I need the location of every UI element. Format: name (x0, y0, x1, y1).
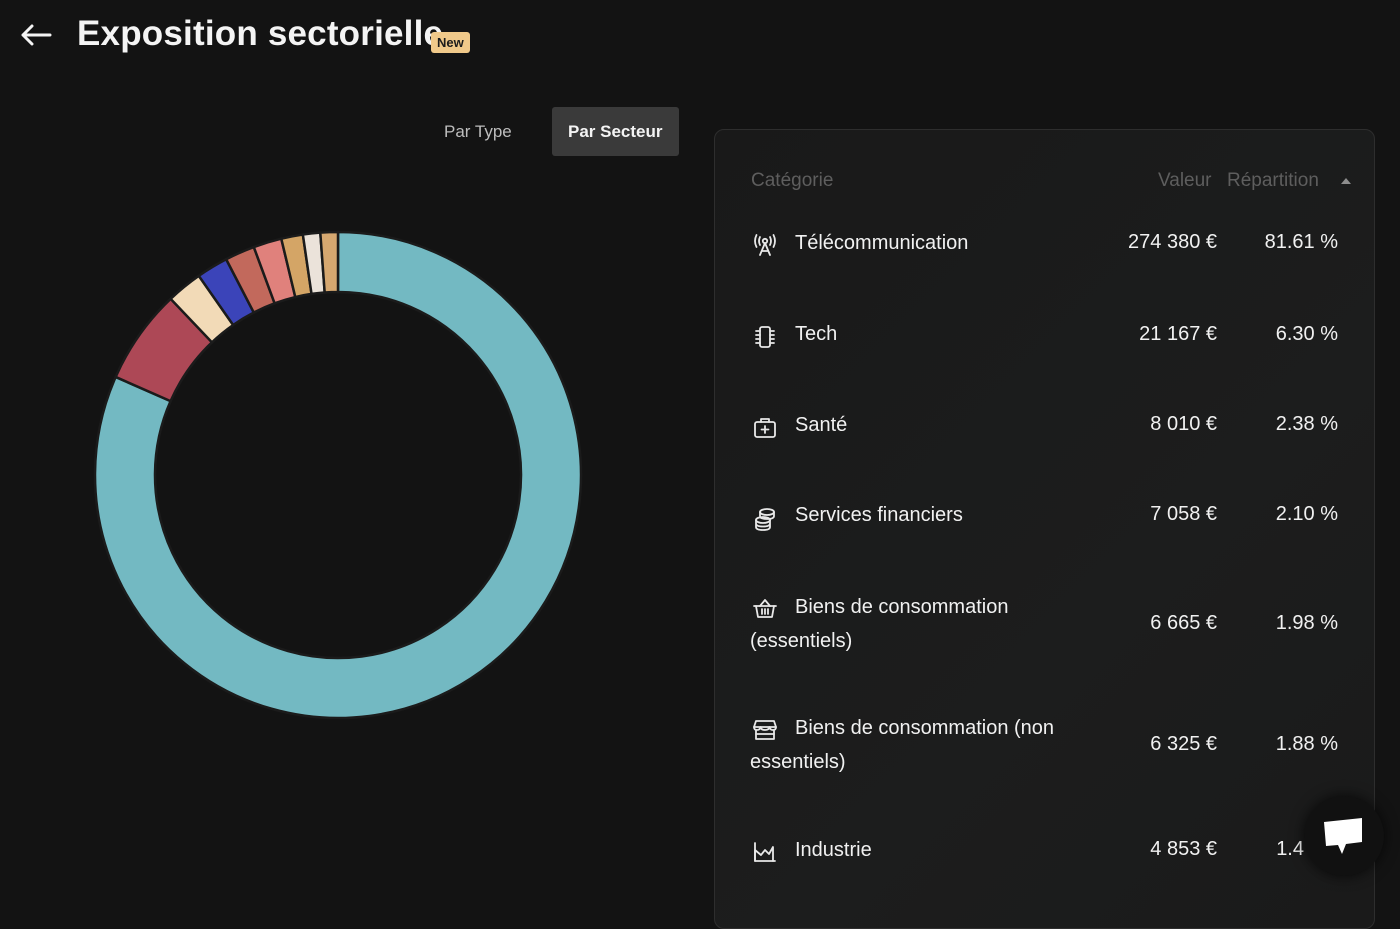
row-label: Services financiers (795, 504, 963, 526)
row-value: 7 058 € (1150, 503, 1217, 525)
row-label: Tech (795, 323, 838, 345)
sort-ascending-icon[interactable] (1341, 178, 1351, 184)
table-header: Catégorie Valeur Répartition (715, 166, 1374, 198)
header-share[interactable]: Répartition (1227, 170, 1319, 191)
row-value: 6 325 € (1150, 733, 1217, 755)
storefront-icon (752, 717, 778, 743)
coins-stack-icon (752, 506, 778, 532)
donut-slice[interactable] (318, 230, 340, 294)
row-share: 1.4 (1276, 838, 1304, 860)
row-share: 1.98 % (1275, 612, 1338, 634)
row-label: Industrie (795, 839, 872, 861)
row-label: Télécommunication (795, 232, 969, 254)
sector-table-panel: Catégorie Valeur Répartition Télécommuni… (714, 129, 1375, 929)
view-toggle: Par Type Par Secteur (420, 107, 679, 156)
antenna-icon (752, 232, 778, 258)
back-arrow-icon[interactable] (18, 19, 54, 51)
row-value: 6 665 € (1150, 612, 1217, 634)
new-badge: New (431, 32, 470, 53)
factory-icon (752, 839, 778, 865)
row-value: 8 010 € (1150, 413, 1217, 435)
chat-button[interactable] (1304, 796, 1384, 876)
basket-icon (752, 596, 778, 622)
row-value: 21 167 € (1139, 323, 1217, 345)
row-share: 1.88 % (1275, 733, 1338, 755)
page-header: Exposition sectorielle New (0, 0, 1400, 80)
page-title: Exposition sectorielle (77, 14, 444, 53)
toggle-par-secteur[interactable]: Par Secteur (551, 107, 679, 156)
row-share: 2.10 % (1275, 503, 1338, 525)
row-share: 6.30 % (1275, 323, 1338, 345)
row-share: 81.61 % (1264, 231, 1338, 253)
row-label: Biens de consommation (essentiels) (750, 596, 1009, 652)
header-category[interactable]: Catégorie (751, 170, 834, 191)
donut-slice[interactable] (93, 230, 583, 720)
sector-donut-chart (80, 214, 596, 730)
row-value: 4 853 € (1150, 838, 1217, 860)
row-value: 274 380 € (1128, 231, 1217, 253)
toggle-par-type[interactable]: Par Type (444, 121, 512, 141)
header-value[interactable]: Valeur (1158, 170, 1212, 191)
row-label: Santé (795, 414, 848, 436)
row-share: 2.38 % (1275, 413, 1338, 435)
row-label: Biens de consommation (non essentiels) (750, 717, 1055, 773)
chat-bubble-icon (1324, 818, 1362, 854)
medical-kit-icon (752, 415, 778, 441)
chip-icon (752, 324, 778, 350)
